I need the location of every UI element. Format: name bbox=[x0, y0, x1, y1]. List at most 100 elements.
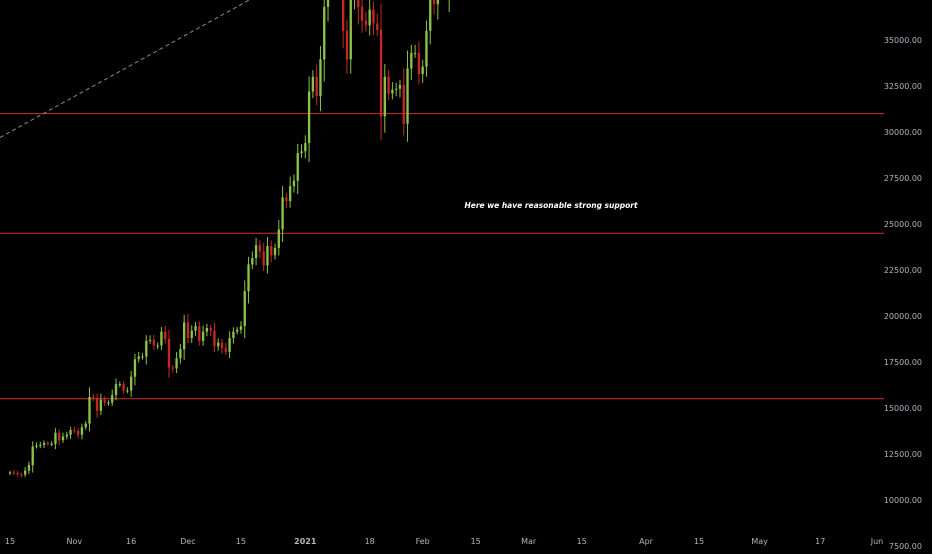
candle bbox=[247, 256, 250, 304]
candle-body bbox=[35, 445, 38, 447]
candle bbox=[413, 44, 417, 58]
y-tick-label: 10000.00 bbox=[884, 496, 922, 505]
candle bbox=[349, 0, 352, 74]
candle bbox=[436, 0, 439, 20]
candle-body bbox=[254, 245, 258, 259]
candle-body bbox=[164, 331, 167, 339]
candle-body bbox=[429, 0, 432, 31]
candle bbox=[35, 442, 38, 449]
candle bbox=[235, 326, 239, 335]
candle-body bbox=[410, 52, 413, 69]
candle bbox=[232, 327, 235, 344]
candle bbox=[425, 20, 428, 77]
candle-body bbox=[61, 436, 65, 441]
horizontal-levels bbox=[0, 113, 884, 400]
candle bbox=[171, 364, 174, 373]
candle bbox=[16, 471, 19, 477]
candle-body bbox=[201, 331, 205, 341]
candle-body bbox=[156, 345, 159, 347]
candle bbox=[266, 237, 269, 274]
time-axis[interactable]: 15 Nov 16 Dec 15 2021 18 Feb 15 Mar 15 Apr 15 May 17 Ju… bbox=[5, 537, 883, 546]
candle-body bbox=[387, 76, 390, 94]
candle-body bbox=[323, 6, 326, 60]
candle bbox=[118, 381, 121, 388]
x-tick-label: Mar bbox=[521, 537, 537, 546]
candle-body bbox=[262, 251, 265, 266]
candle bbox=[228, 331, 231, 358]
candle-body bbox=[285, 197, 288, 201]
candle bbox=[357, 0, 360, 25]
candle-body bbox=[103, 399, 106, 403]
y-tick-label: 17500.00 bbox=[884, 358, 922, 367]
candle-body bbox=[391, 89, 394, 94]
candle bbox=[122, 380, 125, 394]
candle-body bbox=[20, 474, 23, 476]
candle-body bbox=[129, 376, 133, 391]
candle-body bbox=[292, 180, 296, 187]
candle-body bbox=[228, 338, 231, 352]
candle bbox=[39, 442, 42, 449]
candle bbox=[114, 378, 118, 401]
candle bbox=[292, 174, 296, 193]
candle bbox=[76, 427, 80, 438]
candle bbox=[376, 13, 379, 37]
candle bbox=[179, 343, 182, 364]
candle-body bbox=[360, 6, 364, 21]
candle bbox=[398, 79, 402, 98]
candle-body bbox=[217, 342, 220, 347]
price-axis[interactable]: 7500.00 10000.00 12500.00 15000.00 17500.00 2… bbox=[884, 0, 922, 551]
candle bbox=[281, 186, 284, 243]
candle-body bbox=[364, 20, 368, 26]
candle bbox=[186, 313, 190, 344]
candle-body bbox=[258, 245, 262, 252]
candle bbox=[288, 176, 292, 208]
candle-body bbox=[118, 384, 121, 386]
candle bbox=[65, 431, 68, 440]
candle-body bbox=[232, 331, 235, 339]
x-tick-label: 15 bbox=[694, 537, 704, 546]
y-tick-label: 27500.00 bbox=[884, 174, 922, 183]
candle bbox=[31, 441, 34, 473]
candle-body bbox=[148, 339, 152, 341]
candle-body bbox=[341, 0, 345, 31]
x-tick-label: 16 bbox=[126, 537, 136, 546]
candle bbox=[319, 45, 322, 112]
candle-body bbox=[251, 258, 254, 265]
candle bbox=[300, 144, 303, 158]
candle bbox=[129, 371, 133, 397]
x-tick-label: Apr bbox=[639, 537, 654, 546]
candle bbox=[141, 353, 144, 360]
candle bbox=[406, 50, 409, 142]
candle bbox=[429, 0, 432, 45]
candle bbox=[296, 143, 299, 195]
candle-body bbox=[182, 322, 186, 350]
y-tick-label: 30000.00 bbox=[884, 128, 922, 137]
candle bbox=[364, 11, 368, 32]
candle-body bbox=[224, 348, 227, 352]
candle-body bbox=[54, 432, 57, 444]
candle bbox=[182, 314, 186, 361]
candle-body bbox=[190, 330, 193, 339]
candle bbox=[61, 432, 65, 443]
candle-body bbox=[288, 186, 292, 201]
candle-body bbox=[205, 327, 209, 332]
candle-body bbox=[220, 342, 224, 349]
candle-body bbox=[277, 229, 280, 248]
candle-body bbox=[58, 432, 61, 441]
candle bbox=[69, 427, 72, 439]
candle bbox=[50, 441, 53, 447]
candle-body bbox=[266, 246, 269, 266]
candle bbox=[372, 1, 375, 35]
candle bbox=[148, 335, 152, 344]
candle bbox=[54, 428, 57, 450]
candle bbox=[239, 321, 243, 334]
candle bbox=[152, 334, 156, 350]
candle-body bbox=[368, 9, 371, 26]
candle-body bbox=[296, 153, 299, 181]
candle-body bbox=[12, 472, 15, 474]
candle-body bbox=[73, 430, 76, 432]
candle bbox=[209, 324, 212, 336]
